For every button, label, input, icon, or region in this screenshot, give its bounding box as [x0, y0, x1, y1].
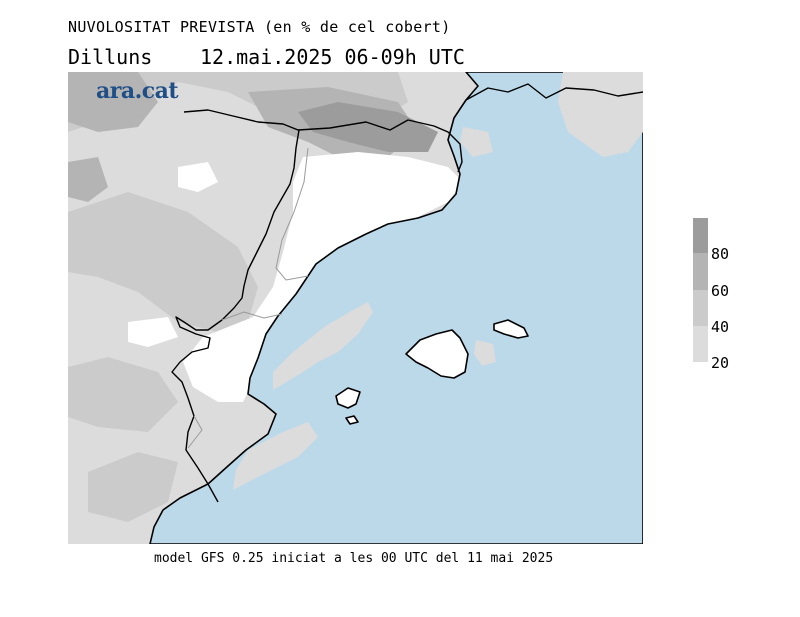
sea	[149, 72, 643, 544]
eivissa	[335, 387, 361, 409]
map-title: NUVOLOSITAT PREVISTA (en % de cel cobert…	[68, 18, 451, 36]
menorca	[493, 319, 529, 339]
model-info-footer: model GFS 0.25 iniciat a les 00 UTC del …	[154, 551, 554, 566]
formentera	[345, 415, 359, 425]
sea-cloud-patches	[233, 72, 643, 490]
cloud-cover-legend: 80 60 40 20	[693, 218, 729, 372]
ara-cat-logo: ara.cat	[96, 78, 179, 104]
balearic-islands	[335, 319, 529, 425]
legend-label-80: 80	[711, 245, 729, 263]
legend-swatch-40	[693, 290, 708, 326]
mallorca	[405, 329, 469, 379]
political-borders	[171, 83, 643, 503]
legend-label-60: 60	[711, 282, 729, 300]
legend-swatch-20	[693, 326, 708, 362]
legend-label-40: 40	[711, 318, 729, 336]
cloud-cover-map	[68, 72, 643, 544]
forecast-date-time: 12.mai.2025 06-09h UTC	[200, 45, 465, 69]
cloud-shading-darkest	[298, 102, 438, 152]
legend-label-20: 20	[711, 354, 729, 372]
legend-swatch-80	[693, 218, 708, 253]
legend-swatch-60	[693, 253, 708, 290]
forecast-day: Dilluns	[68, 45, 153, 69]
regional-borders	[187, 147, 309, 449]
